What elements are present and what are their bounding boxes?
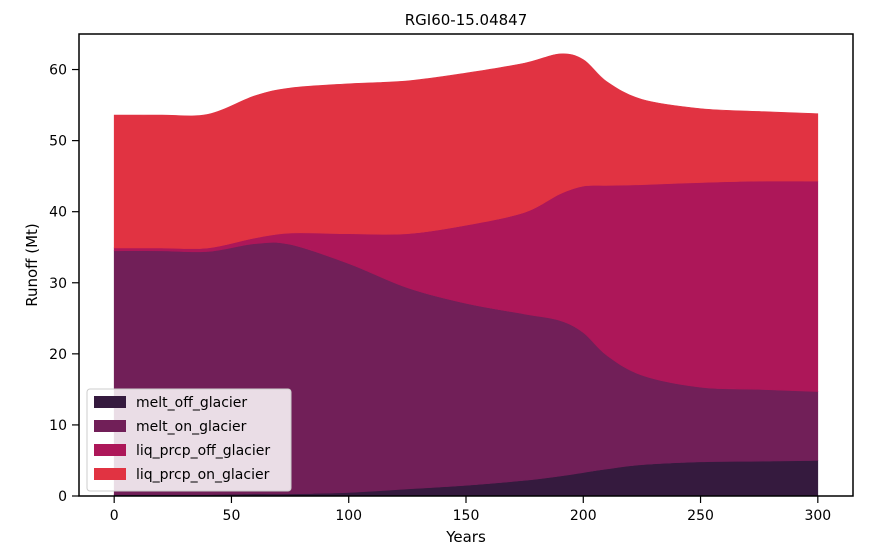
y-tick-label: 0 bbox=[58, 489, 67, 505]
area-liq-prcp-on-glacier bbox=[113, 53, 819, 249]
x-tick-label: 100 bbox=[335, 508, 362, 524]
x-tick-label: 0 bbox=[110, 508, 119, 524]
legend-swatch-liq-prcp-on-glacier bbox=[94, 468, 126, 480]
y-tick-label: 60 bbox=[49, 63, 67, 79]
x-tick-label: 200 bbox=[570, 508, 597, 524]
y-tick-label: 30 bbox=[49, 276, 67, 292]
x-axis-title: Years bbox=[445, 528, 486, 546]
legend-swatch-melt-off-glacier bbox=[94, 396, 126, 408]
legend-label-liq-prcp-off-glacier: liq_prcp_off_glacier bbox=[136, 443, 270, 459]
y-tick-label: 50 bbox=[49, 134, 67, 150]
y-tick-label: 20 bbox=[49, 347, 67, 363]
legend-label-melt-off-glacier: melt_off_glacier bbox=[136, 395, 247, 411]
legend-label-liq-prcp-on-glacier: liq_prcp_on_glacier bbox=[136, 467, 270, 483]
x-tick-label: 300 bbox=[804, 508, 831, 524]
chart-title: RGI60-15.04847 bbox=[405, 11, 528, 29]
x-axis-ticks: 0 50 100 150 200 250 300 bbox=[110, 496, 831, 524]
legend-box bbox=[86, 388, 292, 492]
legend-swatch-melt-on-glacier bbox=[94, 420, 126, 432]
y-tick-label: 10 bbox=[49, 418, 67, 434]
y-tick-label: 40 bbox=[49, 205, 67, 221]
y-axis-ticks: 0 10 20 30 40 50 60 bbox=[49, 63, 79, 505]
x-tick-label: 250 bbox=[687, 508, 714, 524]
x-tick-label: 50 bbox=[223, 508, 241, 524]
legend: melt_off_glacier melt_on_glacier liq_prcp_… bbox=[86, 388, 292, 492]
legend-label-melt-on-glacier: melt_on_glacier bbox=[136, 419, 247, 435]
x-tick-label: 150 bbox=[453, 508, 480, 524]
y-axis-title: Runoff (Mt) bbox=[23, 223, 41, 307]
legend-swatch-liq-prcp-off-glacier bbox=[94, 444, 126, 456]
